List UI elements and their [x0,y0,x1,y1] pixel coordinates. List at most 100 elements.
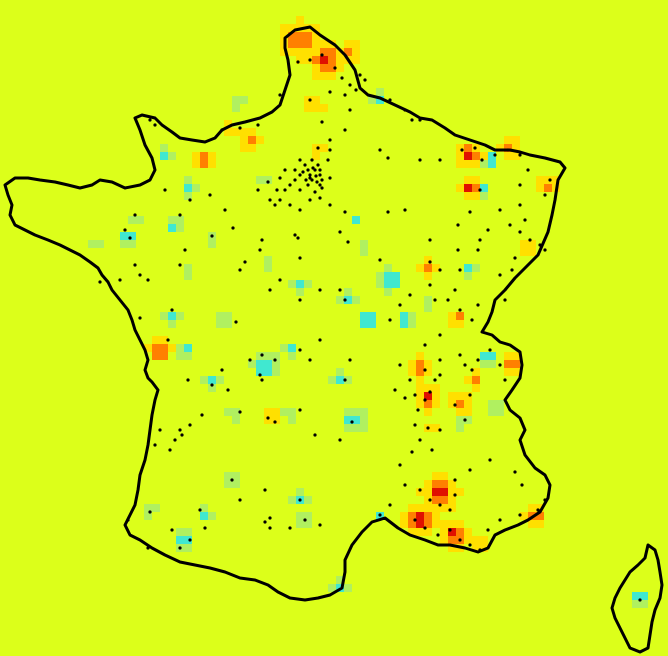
heat-cell-low [128,240,136,248]
heat-cell-low [376,272,384,280]
city-point [266,416,270,420]
heat-cell-low [256,360,264,368]
city-point [428,498,432,502]
city-point [413,393,417,397]
heat-cell-high [320,48,328,56]
heat-cell-high [352,48,360,56]
city-point [220,368,224,372]
heat-cell-low [184,176,192,184]
city-point [508,223,512,227]
city-point [433,378,437,382]
city-point [460,148,464,152]
city-point [311,166,315,170]
heat-cell-high [296,48,304,56]
city-point [480,158,484,162]
heat-cell-low [496,400,504,408]
heat-cell-high [544,184,552,192]
city-point [506,148,510,152]
heat-cell-high [296,40,304,48]
city-point [298,298,302,302]
city-point [198,508,202,512]
heat-cell-high [328,48,336,56]
city-point [488,458,492,462]
city-point [476,358,480,362]
heat-cell-high [432,504,440,512]
city-point [320,120,324,124]
heat-cell-high [344,48,352,56]
heat-cell-low [384,272,392,280]
heat-cell-low [208,384,216,392]
city-point [273,358,277,362]
city-point [513,470,517,474]
city-point [153,443,157,447]
heat-cell-high [400,520,408,528]
heat-cell-low [496,408,504,416]
heat-cell-high [416,528,424,536]
heat-cell-low [344,584,352,592]
heat-cell-high [424,488,432,496]
heat-cell-low [176,224,184,232]
heat-cell-low [640,592,648,600]
heat-cell-high [320,64,328,72]
heat-cell-high [424,408,432,416]
city-point [303,163,307,167]
city-point [328,138,332,142]
heat-cell-low [376,96,384,104]
city-point [458,308,462,312]
city-point [498,363,502,367]
heat-cell-high [416,392,424,400]
heat-cell-high [464,192,472,200]
city-point [306,183,310,187]
heat-cell-low [120,232,128,240]
city-point [523,218,527,222]
heat-cell-low [408,320,416,328]
city-point [543,248,547,252]
city-point [268,198,272,202]
city-point [256,188,260,192]
heat-cell-low [632,592,640,600]
heat-cell-low [216,320,224,328]
heat-cell-low [224,480,232,488]
heat-cell-low [224,472,232,480]
heat-cell-high [328,64,336,72]
city-point [463,418,467,422]
city-point [315,180,319,184]
city-point [358,73,362,77]
heat-cell-high [424,400,432,408]
heat-cell-high [416,400,424,408]
heat-cell-high [456,160,464,168]
heat-cell-low [304,496,312,504]
heat-cell-high [472,192,480,200]
heat-cell-high [320,72,328,80]
heat-cell-low [232,480,240,488]
heat-cell-low [176,344,184,352]
heat-cell-high [448,312,456,320]
heat-cell-high [424,496,432,504]
city-point [320,186,324,190]
heat-cell-high [448,320,456,328]
heat-cell-high [432,424,440,432]
city-point [208,193,212,197]
city-point [298,498,302,502]
heat-cell-low [376,280,384,288]
heat-cell-low [384,280,392,288]
city-point [403,483,407,487]
heat-cell-low [344,376,352,384]
heat-cell-low [360,312,368,320]
heat-cell-high [448,496,456,504]
heat-cell-high [280,48,288,56]
heat-cell-low [184,344,192,352]
city-point [346,240,350,244]
city-point [428,390,432,394]
city-point [503,378,507,382]
heat-cell-high [312,48,320,56]
city-point [313,190,317,194]
city-point [343,128,347,132]
france-outline [3,25,567,602]
heat-cell-high [304,40,312,48]
heat-cell-low [296,488,304,496]
heat-cell-high [512,352,520,360]
heat-cell-low [488,360,496,368]
city-point [453,493,457,497]
city-point [536,508,540,512]
